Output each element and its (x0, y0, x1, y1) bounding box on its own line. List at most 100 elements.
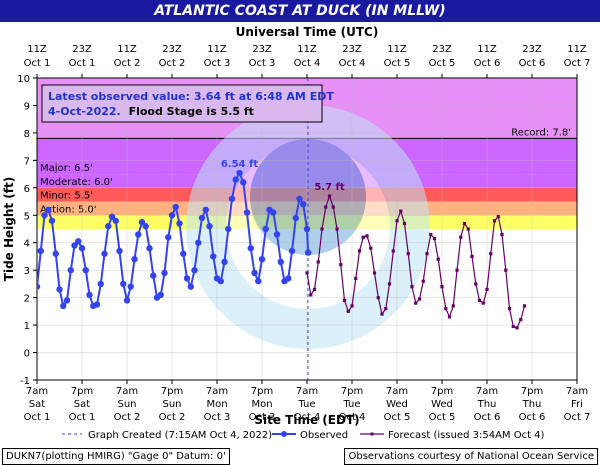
observed-point (138, 218, 146, 226)
bottom-tick-date: Oct 5 (429, 412, 456, 423)
observed-point (180, 250, 187, 257)
top-tick-label: 23Z (432, 44, 452, 55)
y-tick-label: 7 (24, 156, 30, 167)
forecast-point (346, 309, 350, 313)
observed-point (251, 269, 258, 277)
top-tick-label: 23Z (252, 44, 272, 55)
legend-observed-marker (281, 431, 287, 437)
observed-point (195, 239, 202, 246)
observed-point (172, 203, 179, 211)
top-tick-label: 23Z (522, 44, 542, 55)
legend: Graph Created (7:15AM Oct 4, 2022) Observ… (62, 430, 545, 441)
observed-point (288, 247, 296, 255)
bottom-axis-title: Site Time (EDT) (254, 413, 359, 427)
observed-point (176, 220, 183, 227)
bottom-tick-day: Sat (74, 399, 90, 410)
forecast-point (391, 249, 395, 253)
observed-point (78, 245, 86, 252)
top-tick-date: Oct 4 (294, 58, 321, 69)
observed-point (93, 301, 101, 308)
forecast-point (399, 209, 403, 213)
forecast-point (316, 260, 320, 264)
observed-point (258, 256, 266, 263)
forecast-point (369, 246, 373, 250)
forecast-point (447, 315, 452, 319)
bottom-axis: 7am Sat Oct 1 7pm Sat Oct 1 7am Sun Oct 2 7pm Sun O… (24, 380, 591, 423)
forecast-point (425, 252, 429, 256)
forecast-point (436, 257, 440, 261)
bottom-tick-date: Oct 2 (114, 412, 141, 423)
forecast-point (327, 194, 332, 198)
forecast-point (451, 304, 455, 308)
bottom-tick-date: Oct 4 (294, 412, 321, 423)
forecast-point (380, 312, 384, 316)
bottom-tick-date: Oct 5 (384, 412, 411, 423)
observed-point (120, 280, 127, 288)
forecast-point (511, 324, 515, 329)
y-axis: -1 0 1 2 3 4 5 6 7 8 9 10 (17, 74, 37, 387)
forecast-point (444, 307, 448, 311)
forecast-point (361, 235, 365, 239)
info-box-frame (41, 84, 323, 123)
y-axis-title: Tide Height (ft) (2, 177, 16, 281)
observed-point (131, 256, 138, 263)
forecast-point (372, 271, 377, 275)
forecast-point (410, 285, 414, 289)
observed-point (191, 266, 198, 274)
forecast-point (522, 304, 527, 308)
bottom-tick-date: Oct 3 (249, 412, 276, 423)
bottom-tick-time: 7pm (161, 386, 183, 397)
observed-point (236, 169, 243, 177)
y-tick-label: 9 (24, 101, 30, 112)
y-tick-label: 4 (24, 239, 30, 250)
bottom-tick-date: Oct 4 (339, 412, 366, 423)
forecast-point (421, 279, 425, 283)
observed-point (187, 283, 194, 290)
observed-point (161, 269, 168, 277)
bottom-tick-day: Wed (386, 399, 408, 410)
observed-point (303, 225, 311, 233)
observed-point (63, 297, 71, 304)
bottom-tick-time: 7am (206, 386, 228, 397)
bottom-tick-date: Oct 2 (159, 412, 186, 423)
forecast-point (429, 232, 433, 237)
forecast-point (507, 307, 512, 311)
y-tick-label: 1 (24, 321, 30, 332)
y-tick-label: 10 (17, 74, 30, 85)
forecast-point (459, 235, 463, 239)
forecast-point (492, 219, 497, 223)
bottom-tick-date: Oct 7 (564, 412, 591, 423)
bottom-tick-date: Oct 1 (69, 412, 96, 423)
top-axis: 11Z Oct 1 23Z Oct 1 11Z Oct 2 23Z Oct 2 11Z Oct 3… (24, 44, 590, 78)
bottom-tick-day: Mon (251, 399, 272, 410)
forecast-point (350, 304, 354, 308)
legend-created-label: Graph Created (7:15AM Oct 4, 2022) (88, 430, 272, 441)
bottom-tick-day: Tue (342, 399, 360, 410)
observed-point (123, 297, 131, 304)
observed-point (285, 275, 292, 282)
observed-point (273, 231, 281, 238)
peak-annotations: 6.54 ft 5.7 ft (221, 159, 345, 193)
y-tick-label: 6 (24, 184, 30, 195)
bottom-tick-time: 7am (386, 386, 408, 397)
forecast-point (489, 252, 493, 256)
observed-point (165, 234, 172, 241)
observed-point (75, 238, 82, 245)
legend-observed-label: Observed (300, 430, 348, 441)
observed-point (37, 247, 44, 255)
bottom-tick-day: Thu (477, 399, 497, 410)
bottom-tick-time: 7am (296, 386, 318, 397)
observed-point (300, 201, 307, 208)
observed-point (112, 217, 119, 224)
observed-point (45, 206, 52, 213)
bottom-tick-day: Wed (431, 399, 453, 410)
bottom-tick-day: Mon (206, 399, 227, 410)
top-tick-label: 11Z (297, 44, 317, 55)
observed-point (206, 223, 213, 230)
y-tick-label: 2 (24, 294, 30, 305)
observed-point (296, 195, 303, 202)
forecast-point (342, 298, 347, 302)
top-tick-label: 11Z (27, 44, 47, 55)
forecast-point (376, 296, 380, 300)
forecast-point (440, 285, 444, 289)
